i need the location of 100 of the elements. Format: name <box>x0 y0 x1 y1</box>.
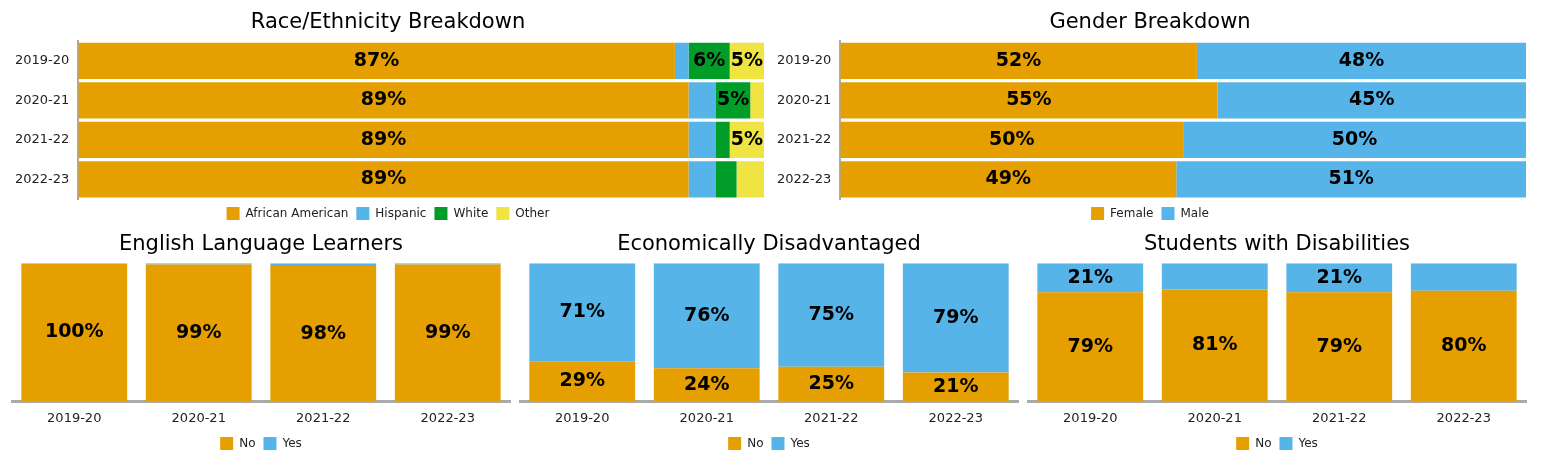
bar <box>1410 290 1517 402</box>
bar <box>688 82 716 119</box>
data-label: 79% <box>1067 333 1113 356</box>
bar <box>688 121 716 158</box>
data-label: 80% <box>1441 333 1487 356</box>
legend-label: Female <box>1110 205 1154 220</box>
data-label: 5% <box>730 126 763 149</box>
bar <box>716 121 730 158</box>
data-label: 100% <box>44 319 104 342</box>
x-tick-label: 2021-22 <box>1312 409 1367 425</box>
bar <box>1196 42 1526 80</box>
y-tick-label: 2022-23 <box>776 170 832 186</box>
data-label: 76% <box>684 302 730 325</box>
x-tick-label: 2020-21 <box>1187 409 1242 425</box>
legend-label: Yes <box>789 435 810 450</box>
x-tick-label: 2019-20 <box>555 409 610 425</box>
chart-title: Economically Disadvantaged <box>617 231 921 256</box>
bar <box>653 263 760 369</box>
data-label: 49% <box>985 166 1032 189</box>
legend-label: No <box>239 435 256 450</box>
bar <box>1176 161 1526 198</box>
x-tick-label: 2020-21 <box>171 409 226 425</box>
data-label: 5% <box>717 87 750 110</box>
bar <box>688 161 716 198</box>
legend-label: Hispanic <box>375 205 427 220</box>
bar <box>529 263 636 362</box>
data-label: 98% <box>300 320 346 343</box>
data-label: 48% <box>1338 47 1385 70</box>
data-label: 5% <box>730 47 763 70</box>
bar <box>750 82 764 119</box>
data-label: 29% <box>559 368 605 391</box>
bar <box>902 263 1009 373</box>
bar <box>1217 82 1526 119</box>
bar <box>1410 263 1517 291</box>
x-tick-label: 2021-22 <box>296 409 351 425</box>
data-label: 81% <box>1192 332 1238 355</box>
data-label: 89% <box>360 126 407 149</box>
bar <box>1161 289 1268 402</box>
y-tick-label: 2020-21 <box>14 91 70 107</box>
data-label: 52% <box>995 47 1042 70</box>
data-label: 71% <box>559 299 605 322</box>
data-label: 21% <box>1067 264 1113 287</box>
bar <box>1161 263 1268 290</box>
bar <box>1037 292 1144 402</box>
legend-label: Other <box>515 205 550 220</box>
y-tick-label: 2021-22 <box>14 131 70 147</box>
x-tick-label: 2019-20 <box>47 409 102 425</box>
bar <box>78 121 689 158</box>
data-label: 75% <box>808 301 854 324</box>
legend-label: Yes <box>281 435 302 450</box>
y-tick-label: 2020-21 <box>776 91 832 107</box>
x-tick-label: 2022-23 <box>1436 409 1491 425</box>
x-tick-label: 2019-20 <box>1063 409 1118 425</box>
bar <box>840 42 1197 80</box>
legend-label: Yes <box>1297 435 1318 450</box>
data-label: 99% <box>176 319 222 342</box>
y-tick-label: 2019-20 <box>14 52 70 68</box>
data-label: 79% <box>933 304 979 327</box>
legend-label: White <box>453 205 489 220</box>
legend-label: No <box>1255 435 1272 450</box>
data-label: 79% <box>1316 333 1362 356</box>
chart-title: Gender Breakdown <box>1049 9 1251 34</box>
data-label: 45% <box>1348 87 1395 110</box>
chart-title: English Language Learners <box>118 231 404 256</box>
chart-title: Race/Ethnicity Breakdown <box>250 9 526 34</box>
legend-label: African American <box>245 205 349 220</box>
data-label: 50% <box>989 126 1035 149</box>
bar <box>78 42 675 80</box>
data-label: 89% <box>360 166 407 189</box>
x-tick-label: 2020-21 <box>679 409 734 425</box>
data-label: 25% <box>808 371 854 394</box>
x-tick-label: 2021-22 <box>804 409 859 425</box>
data-label: 89% <box>360 87 407 110</box>
bar <box>778 263 885 367</box>
bar <box>674 42 689 80</box>
bar <box>840 82 1218 119</box>
bar <box>840 161 1177 198</box>
data-label: 21% <box>933 373 979 396</box>
data-label: 50% <box>1331 126 1378 149</box>
data-label: 55% <box>1006 87 1052 110</box>
data-label: 87% <box>353 47 400 70</box>
x-tick-label: 2022-23 <box>420 409 475 425</box>
x-tick-label: 2022-23 <box>928 409 983 425</box>
bar <box>716 161 737 198</box>
data-label: 21% <box>1316 264 1362 287</box>
data-label: 24% <box>684 371 730 394</box>
bar <box>1183 121 1526 158</box>
y-tick-label: 2019-20 <box>776 52 832 68</box>
legend-label: No <box>747 435 764 450</box>
bar <box>78 82 689 119</box>
data-label: 51% <box>1328 166 1374 189</box>
bar <box>529 361 636 402</box>
data-label: 99% <box>425 319 471 342</box>
data-label: 6% <box>693 47 726 70</box>
y-tick-label: 2021-22 <box>776 131 832 147</box>
chart-title: Students with Disabilities <box>1143 231 1411 256</box>
y-tick-label: 2022-23 <box>14 170 70 186</box>
bar <box>736 161 764 198</box>
bar <box>1286 292 1393 402</box>
bar <box>840 121 1184 158</box>
